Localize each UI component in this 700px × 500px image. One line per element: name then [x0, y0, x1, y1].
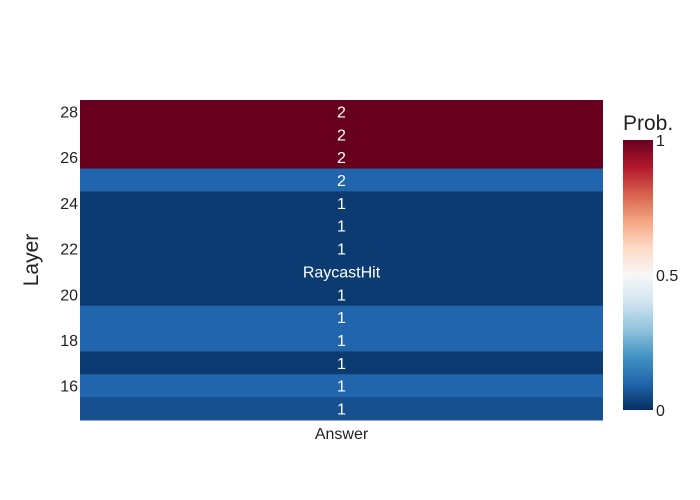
cell-label-layer-27: 2 — [337, 127, 346, 144]
cell-label-layer-21: RaycastHit — [303, 264, 381, 281]
heatmap-cell-layer-18 — [80, 328, 603, 352]
heatmap-cell-layer-27 — [80, 122, 603, 147]
heatmap-cell-layer-24 — [80, 191, 603, 215]
heatmap-cell-labels: 2 2 2 2 1 1 1 RaycastHit 1 1 1 1 1 1 — [303, 104, 381, 418]
heatmap-cell-layer-16 — [80, 374, 603, 398]
colorbar-ticks: 00.51 — [656, 133, 678, 420]
colorbar-tick-0-5: 0.5 — [656, 268, 678, 285]
cell-label-layer-19: 1 — [337, 310, 346, 327]
heatmap-cell-layer-25 — [80, 168, 603, 192]
cell-label-layer-17: 1 — [337, 356, 346, 373]
colorbar-tick-1: 1 — [656, 133, 665, 150]
heatmap-cell-layer-28 — [80, 100, 603, 124]
cell-label-layer-24: 1 — [337, 196, 346, 213]
y-tick-16: 16 — [60, 379, 78, 396]
x-axis-ticks: Answer — [315, 426, 369, 443]
cell-label-layer-25: 2 — [337, 173, 346, 190]
heatmap-cell-layer-15 — [80, 397, 603, 421]
heatmap-cell-layer-19 — [80, 305, 603, 330]
colorbar-title: Prob. — [623, 112, 673, 135]
cell-label-layer-16: 1 — [337, 379, 346, 396]
x-tick-answer: Answer — [315, 426, 369, 443]
cell-label-layer-28: 2 — [337, 104, 346, 121]
cell-label-layer-22: 1 — [337, 242, 346, 259]
cell-label-layer-18: 1 — [337, 333, 346, 350]
heatmap-cell-layer-23 — [80, 214, 603, 238]
heatmap-cells — [80, 100, 603, 421]
cell-label-layer-20: 1 — [337, 287, 346, 304]
y-tick-22: 22 — [60, 242, 78, 259]
colorbar-gradient — [623, 140, 653, 410]
heatmap-cell-layer-22 — [80, 237, 603, 261]
y-axis-title: Layer — [20, 234, 43, 287]
colorbar: Prob. 00.51 — [623, 112, 678, 420]
y-tick-28: 28 — [60, 104, 78, 121]
colorbar-tick-0: 0 — [656, 403, 665, 420]
cell-label-layer-26: 2 — [337, 150, 346, 167]
heatmap-cell-layer-26 — [80, 145, 603, 170]
y-tick-24: 24 — [60, 196, 78, 213]
y-tick-20: 20 — [60, 287, 78, 304]
heatmap-cell-layer-20 — [80, 282, 603, 307]
cell-label-layer-23: 1 — [337, 219, 346, 236]
y-axis-ticks: 16 18 20 22 24 26 28 — [60, 104, 78, 395]
cell-label-layer-15: 1 — [337, 402, 346, 419]
heatmap-cell-layer-17 — [80, 351, 603, 375]
heatmap-cell-layer-21 — [80, 260, 603, 284]
y-tick-18: 18 — [60, 333, 78, 350]
y-tick-26: 26 — [60, 150, 78, 167]
